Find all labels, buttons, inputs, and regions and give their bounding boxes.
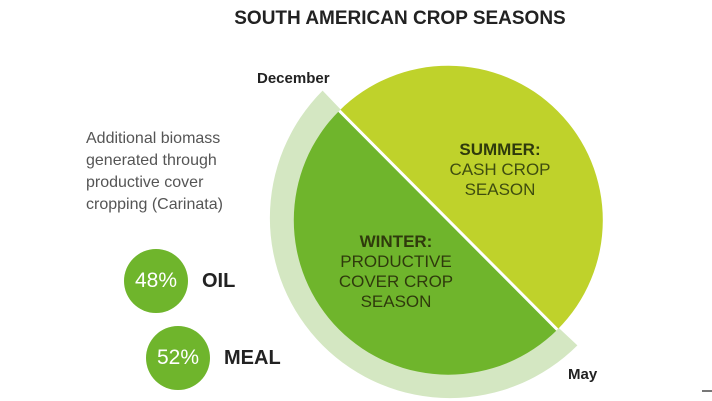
corner-mark [702,390,712,392]
meal-percent-circle: 52% [146,326,210,390]
note-line: Additional biomass [86,130,221,147]
oil-percent-circle: 48% [124,249,188,313]
month-end-label: May [568,366,598,383]
summer-line: CASH CROP [449,160,551,179]
winter-line: PRODUCTIVE [340,252,452,271]
winter-line: COVER CROP [338,272,454,291]
meal-label: MEAL [224,346,281,369]
winter-heading: WINTER: [359,232,433,251]
note-line: generated through [86,152,217,169]
note-line: productive cover [86,174,204,191]
winter-band [269,90,578,399]
summer-season-label: SUMMER: CASH CROP SEASON [430,140,570,200]
winter-season-label: WINTER: PRODUCTIVE COVER CROP SEASON [318,232,474,312]
oil-stat: 48% OIL [124,249,235,313]
summer-wedge [339,65,603,330]
meal-stat: 52% MEAL [146,326,281,390]
month-start-label: December [257,70,330,87]
oil-label: OIL [202,269,236,292]
summer-line: SEASON [464,180,536,199]
winter-wedge [293,110,558,375]
note-line: cropping (Carinata) [86,196,223,213]
page-title: SOUTH AMERICAN CROP SEASONS [234,8,566,29]
biomass-note: Additional biomass generated through pro… [86,128,286,216]
winter-line: SEASON [360,292,432,311]
season-divider [338,109,559,331]
summer-heading: SUMMER: [459,140,541,159]
